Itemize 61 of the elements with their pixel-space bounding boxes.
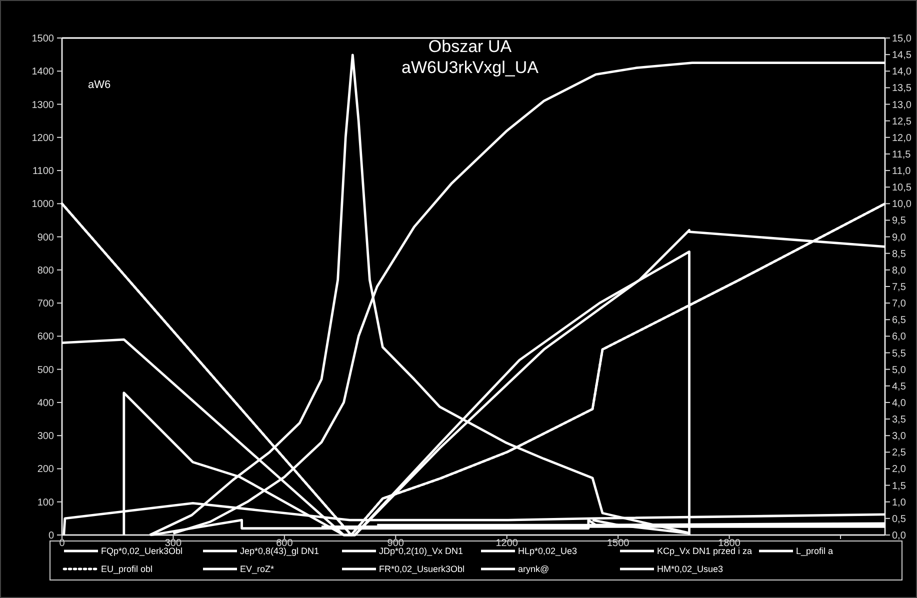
y2-tick-label: 3,0 <box>892 431 906 442</box>
legend-label: JDp*0,2(10)_Vx DN1 <box>379 546 464 556</box>
y-tick-label: 1300 <box>32 100 54 111</box>
y2-tick-label: 2,5 <box>892 448 906 459</box>
legend-label: HM*0,02_Usue3 <box>657 564 724 574</box>
y2-tick-label: 12,5 <box>892 116 912 128</box>
y2-tick-label: 10,5 <box>892 182 912 194</box>
legend-label: EV_roZ* <box>240 564 275 574</box>
legend-label: Jep*0,8(43)_gl DN1 <box>240 546 320 556</box>
y-tick-label: 500 <box>37 364 54 376</box>
y2-tick-label: 3,5 <box>892 414 906 426</box>
y2-tick-label: 11,5 <box>892 149 912 160</box>
text: aW6U3rkVxgl_UA <box>402 58 540 77</box>
y-tick-label: 700 <box>37 298 54 310</box>
y2-tick-label: 14,5 <box>892 50 912 62</box>
y-tick-label: 600 <box>37 332 54 343</box>
y2-tick-label: 0,5 <box>892 514 906 525</box>
y-tick-label: 1000 <box>32 199 54 210</box>
y2-tick-label: 14,0 <box>892 66 912 78</box>
legend-label: KCp_Vx DN1 przed i za <box>657 546 752 556</box>
y-tick-label: 0 <box>48 530 54 542</box>
y2-tick-label: 0,0 <box>892 530 906 542</box>
y-tick-label: 900 <box>37 232 54 244</box>
y2-tick-label: 5,0 <box>892 364 906 376</box>
y2-tick-label: 7,5 <box>892 282 906 293</box>
y2-tick-label: 13,5 <box>892 83 912 94</box>
y-tick-label: 300 <box>37 431 54 442</box>
y-tick-label: 400 <box>37 398 54 409</box>
y2-tick-label: 9,5 <box>892 216 906 227</box>
y-tick-label: 1400 <box>32 66 54 78</box>
y-tick-label: 200 <box>37 464 54 476</box>
y2-tick-label: 8,5 <box>892 248 906 260</box>
y2-tick-label: 9,0 <box>892 232 906 244</box>
y2-tick-label: 8,0 <box>892 265 906 276</box>
legend-label: FQp*0,02_Uerk3Obl <box>101 546 183 556</box>
y2-tick-label: 10,0 <box>892 199 912 210</box>
legend-label: FR*0,02_Usuerk3Obl <box>379 564 465 574</box>
y-tick-label: 1500 <box>32 34 54 44</box>
y2-tick-label: 1,0 <box>892 497 906 508</box>
y2-tick-label: 2,0 <box>892 464 906 476</box>
legend-label: HLp*0,02_Ue3 <box>518 546 578 556</box>
y-tick-label: 800 <box>37 265 54 276</box>
y2-tick-label: 11,0 <box>892 166 912 178</box>
y2-tick-label: 6,0 <box>892 332 906 343</box>
legend-label: L_profil a <box>796 546 834 556</box>
y-tick-label: 1100 <box>32 166 54 178</box>
y2-tick-label: 7,0 <box>892 298 906 310</box>
y2-tick-label: 6,5 <box>892 315 906 326</box>
annotation: aW6 <box>88 79 111 91</box>
y2-tick-label: 12,0 <box>892 132 912 144</box>
legend-label: arynk@ <box>518 564 550 574</box>
y-tick-label: 100 <box>37 497 54 508</box>
y2-tick-label: 1,5 <box>892 480 906 492</box>
y2-tick-label: 13,0 <box>892 100 912 111</box>
legend-label: EU_profil obl <box>101 564 153 574</box>
y2-tick-label: 5,5 <box>892 348 906 360</box>
y2-tick-label: 4,0 <box>892 398 906 409</box>
y2-tick-label: 4,5 <box>892 381 906 392</box>
chart-title: Obszar UA <box>428 37 512 56</box>
y2-tick-label: 15,0 <box>892 34 912 44</box>
y-tick-label: 1200 <box>32 132 54 144</box>
